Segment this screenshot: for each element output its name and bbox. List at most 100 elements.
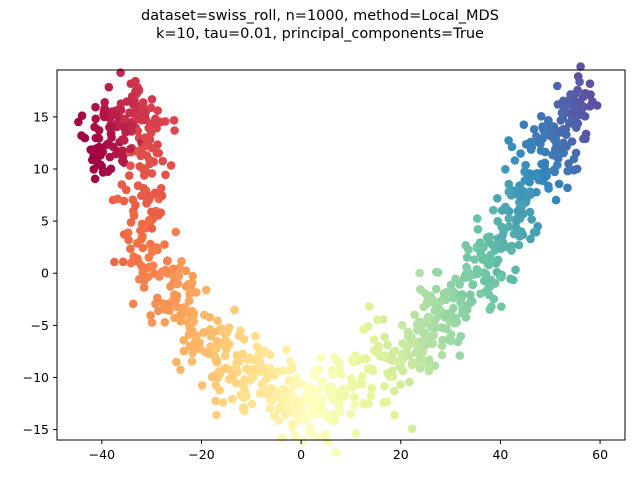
scatter-point	[153, 106, 162, 115]
scatter-point	[151, 118, 160, 128]
chart-title-line-2: k=10, tau=0.01, principal_components=Tru…	[156, 26, 484, 42]
scatter-point	[96, 151, 105, 160]
scatter-point	[521, 160, 530, 170]
scatter-point	[578, 92, 588, 102]
scatter-point	[266, 383, 276, 393]
scatter-point	[420, 328, 430, 337]
scatter-point	[507, 246, 516, 255]
scatter-point	[316, 353, 326, 362]
scatter-point	[139, 283, 149, 292]
scatter-point	[166, 161, 176, 170]
scatter-point	[128, 299, 138, 309]
scatter-point	[120, 114, 130, 124]
scatter-point	[169, 116, 179, 125]
scatter-point	[504, 179, 514, 189]
scatter-point	[419, 302, 429, 312]
scatter-point	[569, 154, 579, 164]
scatter-point	[519, 120, 529, 129]
scatter-point	[372, 315, 382, 325]
scatter-point	[551, 195, 561, 205]
scatter-point	[77, 131, 86, 140]
scatter-point	[367, 384, 377, 393]
scatter-point	[532, 172, 541, 182]
scatter-point	[118, 146, 127, 155]
scatter-point	[455, 280, 464, 289]
scatter-point	[576, 99, 585, 108]
scatter-point	[161, 170, 170, 180]
y-tick-label: −10	[23, 370, 49, 385]
scatter-point	[494, 243, 504, 252]
scatter-point	[336, 369, 346, 379]
scatter-point	[388, 366, 397, 375]
scatter-point	[507, 142, 517, 152]
scatter-point	[592, 101, 602, 110]
scatter-point	[439, 289, 449, 298]
scatter-point	[580, 112, 590, 121]
scatter-point	[520, 167, 529, 176]
scatter-point	[108, 142, 118, 152]
y-tick-label: 15	[33, 109, 49, 124]
scatter-point	[525, 177, 534, 187]
scatter-point	[119, 196, 129, 206]
scatter-point	[309, 391, 318, 401]
scatter-point	[90, 145, 100, 155]
scatter-point	[116, 68, 125, 77]
scatter-point	[543, 125, 552, 135]
scatter-point	[90, 122, 99, 132]
scatter-point	[215, 369, 224, 378]
scatter-point	[133, 114, 143, 124]
scatter-point	[222, 328, 232, 337]
scatter-point	[145, 159, 154, 169]
scatter-point	[518, 186, 527, 195]
scatter-point	[120, 136, 129, 145]
scatter-point	[140, 133, 150, 142]
scatter-point	[288, 392, 298, 402]
scatter-point	[138, 243, 148, 253]
scatter-point	[251, 364, 260, 374]
scatter-point	[160, 240, 169, 249]
scatter-point	[172, 302, 182, 312]
scatter-point	[212, 358, 222, 367]
scatter-point	[206, 331, 216, 341]
scatter-point	[536, 146, 546, 155]
scatter-point	[201, 285, 211, 295]
scatter-point	[188, 271, 197, 281]
scatter-point	[437, 350, 447, 360]
scatter-point	[144, 215, 154, 225]
scatter-point	[317, 377, 327, 386]
scatter-point	[390, 386, 399, 396]
scatter-point	[544, 116, 553, 125]
scatter-point	[525, 207, 535, 217]
scatter-point	[525, 187, 535, 196]
scatter-point	[281, 345, 291, 354]
scatter-point	[74, 117, 83, 127]
scatter-point	[568, 108, 577, 117]
scatter-point	[149, 261, 158, 270]
scatter-point	[367, 364, 377, 374]
scatter-point	[160, 318, 170, 327]
scatter-point	[221, 351, 230, 361]
scatter-point	[230, 305, 239, 315]
scatter-point	[562, 130, 571, 139]
scatter-point	[576, 62, 585, 71]
scatter-point	[147, 318, 157, 327]
scatter-point	[501, 165, 510, 174]
scatter-point	[126, 258, 136, 268]
scatter-point	[290, 431, 300, 441]
scatter-point	[200, 347, 209, 357]
scatter-point	[261, 347, 271, 357]
scatter-point	[171, 227, 180, 237]
scatter-point	[218, 398, 228, 407]
scatter-point	[147, 207, 156, 217]
scatter-point	[554, 179, 564, 189]
y-tick-label: −5	[31, 318, 49, 333]
scatter-point	[424, 366, 434, 376]
scatter-point	[183, 317, 192, 327]
scatter-point	[128, 121, 137, 130]
scatter-point	[89, 153, 98, 162]
y-tick-label: 10	[33, 162, 49, 177]
scatter-point	[324, 414, 334, 424]
scatter-point	[585, 79, 595, 88]
scatter-point	[512, 217, 521, 226]
